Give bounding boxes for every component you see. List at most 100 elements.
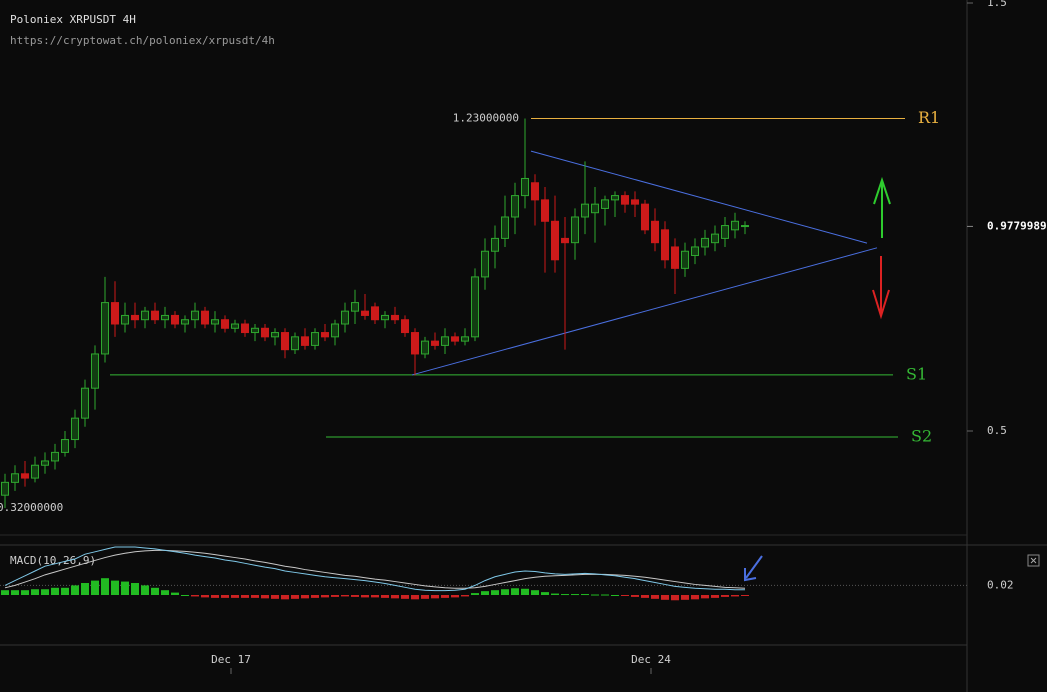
candle-body (291, 336, 299, 351)
candle-body (581, 203, 589, 218)
histogram-bar (561, 594, 569, 596)
histogram-bar (381, 595, 389, 598)
candle-body (511, 195, 519, 218)
candle-body (111, 302, 119, 325)
candle-body (191, 310, 199, 321)
candle-body (31, 464, 39, 479)
candle-body (301, 336, 309, 346)
candle-body (591, 203, 599, 214)
histogram-bar (461, 595, 469, 597)
x-tick-label: Dec 17 (211, 653, 251, 666)
candle-body (411, 332, 419, 355)
candle-body (561, 237, 569, 244)
histogram-bar (341, 595, 349, 597)
candle-body (531, 182, 539, 201)
histogram-bar (231, 595, 239, 598)
callout-arrow (744, 555, 763, 582)
histogram-bar (351, 595, 359, 597)
candle-body (181, 319, 189, 325)
level-label: S1 (906, 364, 927, 383)
histogram-bar (311, 595, 319, 598)
histogram-bar (51, 587, 59, 595)
macd-line (4, 546, 745, 592)
candle-body (221, 319, 229, 329)
candle-body (341, 310, 349, 325)
candle-body (71, 417, 79, 441)
close-icon[interactable] (1030, 557, 1037, 564)
histogram-bar (211, 595, 219, 598)
candle-body (141, 310, 149, 321)
histogram-bar (611, 595, 619, 596)
trendline (530, 150, 868, 244)
histogram-bar (31, 589, 39, 595)
candle-body (621, 195, 629, 205)
candle-body (641, 203, 649, 231)
candle-body (251, 327, 259, 334)
candle-body (1, 481, 9, 496)
histogram-bar (571, 594, 579, 596)
histogram-bar (171, 592, 179, 595)
x-tick-label: Dec 24 (631, 653, 671, 666)
histogram-bar (621, 595, 629, 596)
candle-body (151, 310, 159, 321)
candle-body (491, 237, 499, 252)
histogram-bar (191, 595, 199, 597)
chart-title: Poloniex XRPUSDT 4H (10, 13, 136, 26)
histogram-bar (81, 583, 89, 595)
candle-body (541, 199, 549, 222)
candle-body (461, 336, 469, 342)
histogram-bar (451, 595, 459, 598)
y-tick-label: 0.5 (987, 424, 1007, 437)
candle-body (521, 177, 529, 197)
histogram-bar (291, 595, 299, 599)
candle-body (131, 314, 139, 321)
histogram-bar (601, 594, 609, 596)
indicator-title: MACD(10,26,9) (10, 554, 96, 567)
candle-body (351, 302, 359, 312)
candle-body (211, 319, 219, 325)
histogram-bar (281, 595, 289, 600)
level-label: R1 (918, 108, 940, 127)
histogram-bar (1, 590, 9, 595)
histogram-bar (721, 595, 729, 597)
histogram-bar (701, 595, 709, 599)
candle-body (481, 250, 489, 278)
candle-body (21, 473, 29, 479)
candle-body (711, 233, 719, 244)
chart-subtitle: https://cryptowat.ch/poloniex/xrpusdt/4h (10, 34, 275, 47)
candle-body (201, 310, 209, 325)
histogram-bar (131, 583, 139, 595)
candle-body (371, 306, 379, 321)
last-price-label: 0.9779989 (987, 219, 1047, 232)
candle-body (731, 220, 739, 231)
histogram-bar (21, 590, 29, 595)
histogram-bar (61, 587, 69, 595)
histogram-bar (161, 590, 169, 595)
histogram-bar (371, 595, 379, 598)
candle-body (321, 332, 329, 338)
candle-body (61, 439, 69, 453)
histogram-bar (731, 595, 739, 597)
histogram-bar (391, 595, 399, 599)
candle-body (701, 237, 709, 248)
histogram-bar (501, 589, 509, 595)
candle-body (551, 220, 559, 261)
histogram-bar (671, 595, 679, 601)
histogram-bar (431, 595, 439, 599)
candle-body (231, 323, 239, 329)
histogram-bar (411, 595, 419, 600)
histogram-bar (41, 589, 49, 595)
histogram-bar (331, 595, 339, 597)
histogram-bar (421, 595, 429, 599)
candle-body (91, 353, 99, 389)
histogram-bar (11, 590, 19, 595)
y-tick-label: 1.5 (987, 0, 1007, 9)
histogram-bar (121, 581, 129, 595)
candle-body (171, 314, 179, 325)
candle-body (41, 460, 49, 466)
candle-body (101, 302, 109, 355)
close-button[interactable] (1027, 554, 1040, 567)
